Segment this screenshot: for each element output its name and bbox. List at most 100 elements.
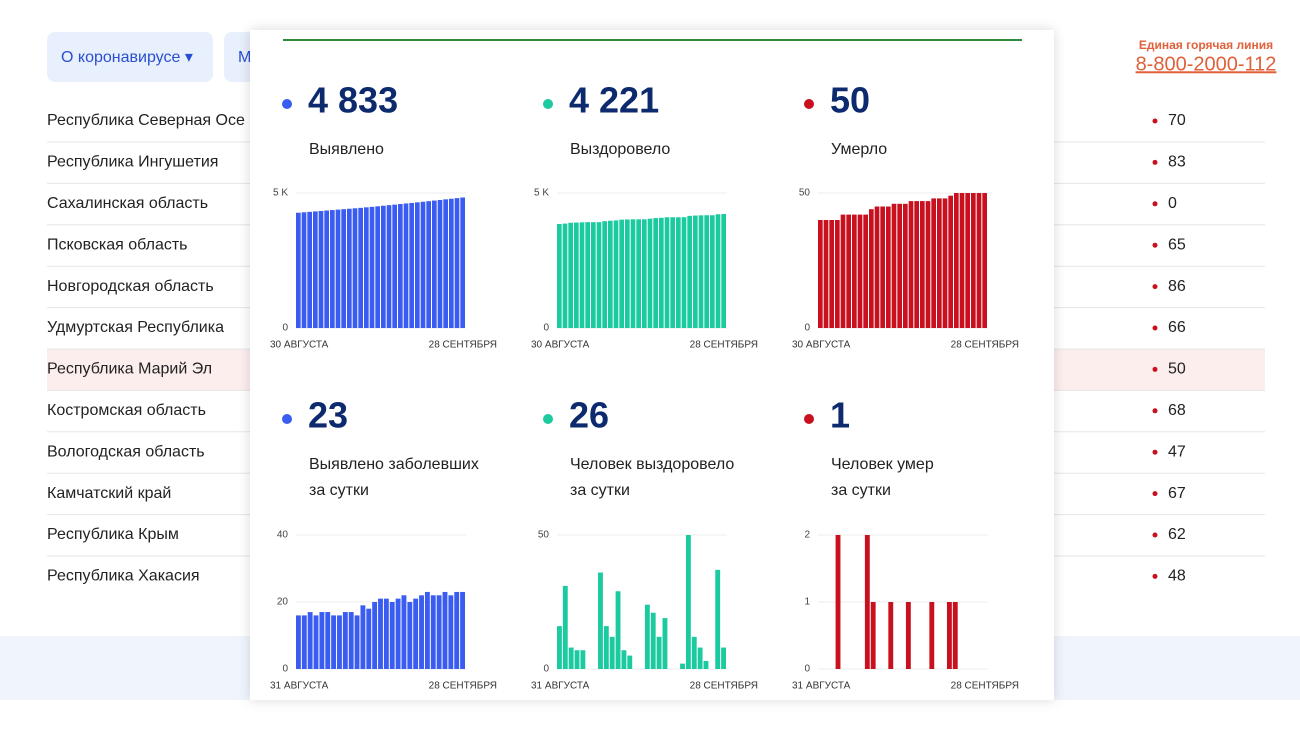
bar bbox=[358, 207, 363, 328]
bar bbox=[557, 626, 562, 669]
bar bbox=[364, 207, 369, 328]
region-dot bbox=[1152, 532, 1158, 538]
bar bbox=[840, 214, 846, 328]
region-value: 50 bbox=[1168, 361, 1186, 378]
bar bbox=[818, 220, 823, 328]
bar bbox=[296, 212, 301, 328]
stat-dot bbox=[543, 414, 553, 424]
bar bbox=[715, 569, 721, 669]
bar bbox=[864, 535, 870, 669]
bar bbox=[324, 210, 329, 328]
bar bbox=[301, 212, 307, 328]
bar bbox=[318, 210, 324, 328]
bar bbox=[424, 591, 430, 669]
bar bbox=[313, 211, 318, 328]
bar bbox=[870, 602, 876, 669]
y-tick-label: 0 bbox=[804, 664, 810, 675]
bar bbox=[954, 193, 959, 328]
bar bbox=[942, 198, 948, 328]
bar bbox=[386, 205, 392, 328]
bar bbox=[579, 222, 585, 328]
bar bbox=[697, 647, 703, 669]
stat-label: Человек выздоровело bbox=[570, 456, 734, 473]
bar bbox=[948, 195, 953, 328]
bar bbox=[307, 612, 313, 669]
bar bbox=[925, 201, 931, 328]
bar bbox=[330, 210, 335, 328]
bar bbox=[650, 612, 656, 669]
bar bbox=[976, 193, 982, 328]
bar bbox=[687, 215, 692, 328]
bar bbox=[670, 217, 675, 328]
y-tick-label: 1 bbox=[804, 597, 810, 608]
bar bbox=[432, 200, 437, 328]
x-tick-label: 28 СЕНТЯБРЯ bbox=[429, 681, 497, 692]
bar bbox=[401, 595, 407, 669]
bar bbox=[602, 221, 607, 328]
bar bbox=[647, 218, 653, 328]
nav-label[interactable]: М bbox=[238, 49, 251, 66]
stat-number: 1 bbox=[830, 395, 850, 436]
x-tick-label: 28 СЕНТЯБРЯ bbox=[690, 681, 758, 692]
hotline-phone[interactable]: 8-800-2000-112 bbox=[1136, 53, 1277, 75]
region-name: Республика Хакасия bbox=[47, 568, 200, 585]
bar bbox=[407, 602, 413, 669]
region-dot bbox=[1152, 325, 1158, 331]
bar bbox=[378, 598, 383, 669]
x-tick-label: 30 АВГУСТА bbox=[792, 340, 851, 351]
y-tick-label: 40 bbox=[277, 530, 289, 541]
y-tick-label: 50 bbox=[799, 188, 811, 199]
region-value: 65 bbox=[1168, 236, 1186, 253]
bar bbox=[449, 198, 454, 328]
region-value: 70 bbox=[1168, 112, 1186, 129]
bar bbox=[965, 193, 970, 328]
bar bbox=[852, 214, 857, 328]
bar bbox=[659, 217, 664, 328]
bar bbox=[375, 206, 380, 328]
bar bbox=[383, 598, 389, 669]
bar bbox=[366, 608, 372, 669]
bar bbox=[846, 214, 851, 328]
region-list: Республика Северная Осе 70 Республика Ингу… bbox=[47, 112, 1265, 585]
y-tick-label: 2 bbox=[804, 530, 810, 541]
bar bbox=[307, 211, 312, 328]
bar bbox=[857, 214, 863, 328]
stat-label: Выявлено заболевших bbox=[309, 456, 479, 473]
bar bbox=[460, 197, 465, 328]
bar bbox=[415, 202, 420, 328]
bar bbox=[685, 535, 691, 669]
bar bbox=[931, 198, 936, 328]
region-name: Псковская область bbox=[47, 236, 188, 253]
bar bbox=[971, 193, 976, 328]
bar bbox=[664, 217, 670, 328]
bar bbox=[698, 215, 704, 328]
region-value: 86 bbox=[1168, 278, 1186, 295]
region-name: Республика Марий Эл bbox=[47, 361, 212, 378]
bar bbox=[568, 647, 574, 669]
bar bbox=[348, 612, 354, 669]
bar bbox=[630, 219, 636, 328]
bar bbox=[409, 202, 414, 328]
bar bbox=[644, 604, 650, 669]
nav-button[interactable] bbox=[47, 32, 213, 82]
stat-dot bbox=[804, 414, 814, 424]
region-name: Камчатский край bbox=[47, 485, 171, 502]
region-value: 67 bbox=[1168, 485, 1186, 502]
x-tick-label: 30 АВГУСТА bbox=[531, 340, 590, 351]
stat-number: 50 bbox=[830, 80, 870, 121]
bar bbox=[347, 208, 352, 328]
bar bbox=[959, 193, 965, 328]
bar bbox=[662, 618, 668, 669]
region-value: 0 bbox=[1168, 195, 1177, 212]
stat-label: Умерло bbox=[831, 141, 887, 158]
y-tick-label: 0 bbox=[282, 323, 288, 334]
stat-dot bbox=[804, 99, 814, 109]
nav-label[interactable]: О коронавирусе ▾ bbox=[61, 49, 193, 66]
bar bbox=[908, 201, 914, 328]
bar bbox=[319, 612, 325, 669]
bar bbox=[448, 595, 454, 669]
bar bbox=[680, 663, 685, 669]
bar bbox=[591, 222, 596, 328]
